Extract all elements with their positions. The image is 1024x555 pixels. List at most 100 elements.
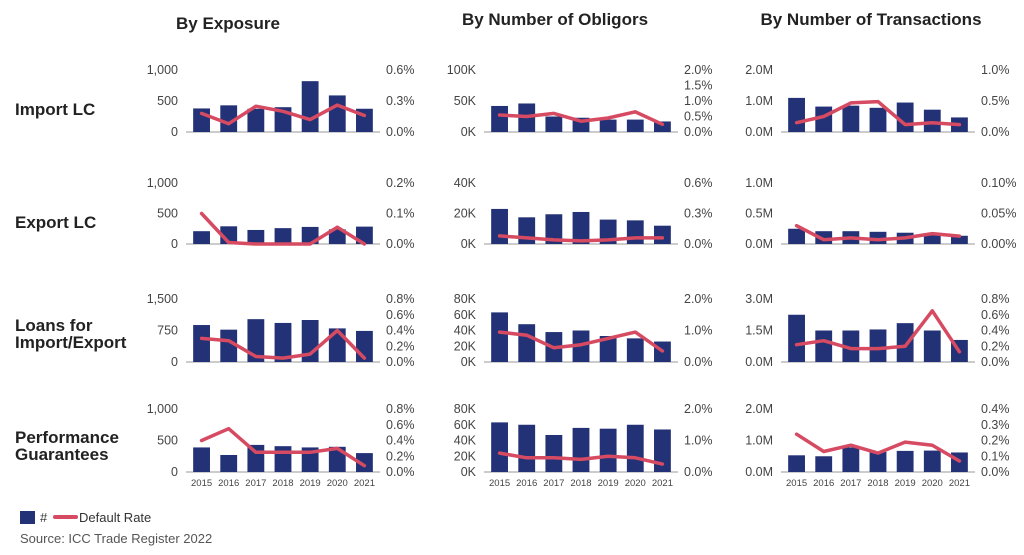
left-tick-label: 60K bbox=[454, 418, 477, 432]
bar bbox=[328, 229, 346, 244]
legend-bar-swatch bbox=[20, 511, 35, 524]
bar bbox=[301, 81, 319, 132]
panel-2-2: 3.0M 1.5M 0.0M 0.8% 0.6% 0.4%0.2% 0.0% bbox=[745, 292, 1009, 369]
right-tick-label: 0.8% bbox=[386, 292, 415, 306]
column-title-transactions: By Number of Transactions bbox=[760, 10, 981, 29]
bar bbox=[545, 214, 563, 244]
left-tick-label: 40K bbox=[454, 176, 477, 190]
left-tick-label: 2.0M bbox=[745, 63, 773, 77]
bar bbox=[788, 97, 805, 132]
panel-0-2: 2.0M 1.0M 0.0M 1.0% 0.5% 0.0% bbox=[745, 63, 1009, 139]
right-tick-label: 0.2% bbox=[386, 176, 415, 190]
right-tick-label: 2.0% bbox=[684, 402, 713, 416]
bar bbox=[247, 108, 265, 132]
bar bbox=[923, 109, 941, 132]
bar bbox=[815, 456, 833, 472]
row-labels: Import LC Export LC Loans for Import/Exp… bbox=[15, 100, 127, 464]
right-tick-label: 0.0% bbox=[684, 237, 713, 251]
left-tick-label: 1,000 bbox=[147, 63, 178, 77]
right-tick-label: 0.00% bbox=[981, 237, 1016, 251]
right-tick-label: 0.1% bbox=[386, 207, 415, 221]
x-tick-label: 2021 bbox=[354, 478, 375, 489]
row-label-loans-line2: Import/Export bbox=[15, 333, 127, 352]
right-tick-label: 0.3% bbox=[386, 94, 415, 108]
bar bbox=[788, 228, 805, 244]
left-tick-label: 2.0M bbox=[745, 402, 773, 416]
bar bbox=[572, 427, 590, 472]
bar bbox=[193, 447, 210, 472]
right-tick-label: 0.3% bbox=[684, 207, 713, 221]
x-tick-label: 2018 bbox=[272, 478, 293, 489]
row-label-import-lc: Import LC bbox=[15, 100, 95, 119]
bar bbox=[896, 450, 914, 472]
right-tick-label: 0.3% bbox=[981, 418, 1010, 432]
x-tick-label: 2016 bbox=[516, 478, 537, 489]
default-rate-line bbox=[794, 309, 962, 354]
left-tick-label: 20K bbox=[454, 339, 477, 353]
right-tick-label: 0.0% bbox=[684, 125, 713, 139]
bar bbox=[788, 314, 805, 362]
right-tick-label: 0.1% bbox=[981, 449, 1010, 463]
left-tick-label: 0 bbox=[171, 125, 178, 139]
left-tick-label: 80K bbox=[454, 402, 477, 416]
right-tick-label: 1.0% bbox=[981, 63, 1010, 77]
x-tick-label: 2019 bbox=[895, 478, 916, 489]
left-tick-label: 500 bbox=[157, 434, 178, 448]
legend: # Default Rate bbox=[20, 510, 151, 525]
left-tick-label: 0K bbox=[461, 125, 477, 139]
default-rate-line bbox=[794, 223, 962, 242]
bar bbox=[842, 105, 860, 132]
x-tick-label: 2021 bbox=[652, 478, 673, 489]
left-tick-label: 0 bbox=[171, 237, 178, 251]
panel-2-0: 1,500 750 0 0.8% 0.6% 0.4%0.2% 0.0% bbox=[147, 292, 415, 369]
x-tick-label: 2019 bbox=[598, 478, 619, 489]
bar bbox=[654, 225, 671, 244]
bar bbox=[869, 107, 887, 132]
x-tick-label: 2017 bbox=[543, 478, 564, 489]
left-tick-label: 0.0M bbox=[745, 465, 773, 479]
right-tick-label: 0.4% bbox=[981, 402, 1010, 416]
x-tick-label: 2021 bbox=[949, 478, 970, 489]
bar bbox=[274, 322, 292, 362]
bar bbox=[491, 422, 508, 472]
row-label-guarantees-line1: Performance bbox=[15, 428, 119, 447]
bar bbox=[518, 424, 536, 472]
x-tick-label: 2017 bbox=[245, 478, 266, 489]
x-tick-label: 2018 bbox=[867, 478, 888, 489]
right-tick-label: 0.2% bbox=[386, 339, 415, 353]
bar bbox=[788, 455, 805, 472]
panel-1-2: 1.0M 0.5M 0.0M 0.10% 0.05% 0.00% bbox=[745, 176, 1016, 251]
bar bbox=[356, 453, 373, 472]
right-tick-label: 0.0% bbox=[684, 355, 713, 369]
left-tick-label: 0.0M bbox=[745, 237, 773, 251]
panel-0-1: 100K 50K 0K 2.0% 1.5%1.0% 0.5%0.0% bbox=[447, 63, 713, 139]
right-tick-label: 0.0% bbox=[386, 125, 415, 139]
default-rate-line bbox=[794, 99, 962, 127]
left-tick-label: 0K bbox=[461, 237, 477, 251]
bar bbox=[545, 434, 563, 472]
left-tick-label: 750 bbox=[157, 324, 178, 338]
right-tick-label: 0.2% bbox=[981, 434, 1010, 448]
bar bbox=[247, 229, 265, 244]
left-tick-label: 0.0M bbox=[745, 125, 773, 139]
left-tick-label: 0 bbox=[171, 465, 178, 479]
bar bbox=[842, 447, 860, 472]
left-tick-label: 0.0M bbox=[745, 355, 773, 369]
bar bbox=[869, 451, 887, 472]
left-tick-label: 0K bbox=[461, 355, 477, 369]
left-tick-label: 1.5M bbox=[745, 324, 773, 338]
bar bbox=[274, 446, 292, 472]
column-title-obligors: By Number of Obligors bbox=[462, 10, 648, 29]
bar bbox=[869, 329, 887, 362]
left-tick-label: 1,500 bbox=[147, 292, 178, 306]
right-tick-label: 1.0% bbox=[684, 324, 713, 338]
right-tick-label: 0.05% bbox=[981, 207, 1016, 221]
left-tick-label: 1,000 bbox=[147, 402, 178, 416]
bar bbox=[923, 330, 941, 362]
legend-line-label: Default Rate bbox=[79, 510, 151, 525]
bar bbox=[626, 338, 644, 362]
right-tick-label: 0.10% bbox=[981, 176, 1016, 190]
bar bbox=[491, 208, 508, 244]
left-tick-label: 3.0M bbox=[745, 292, 773, 306]
right-tick-label: 0.6% bbox=[386, 308, 415, 322]
